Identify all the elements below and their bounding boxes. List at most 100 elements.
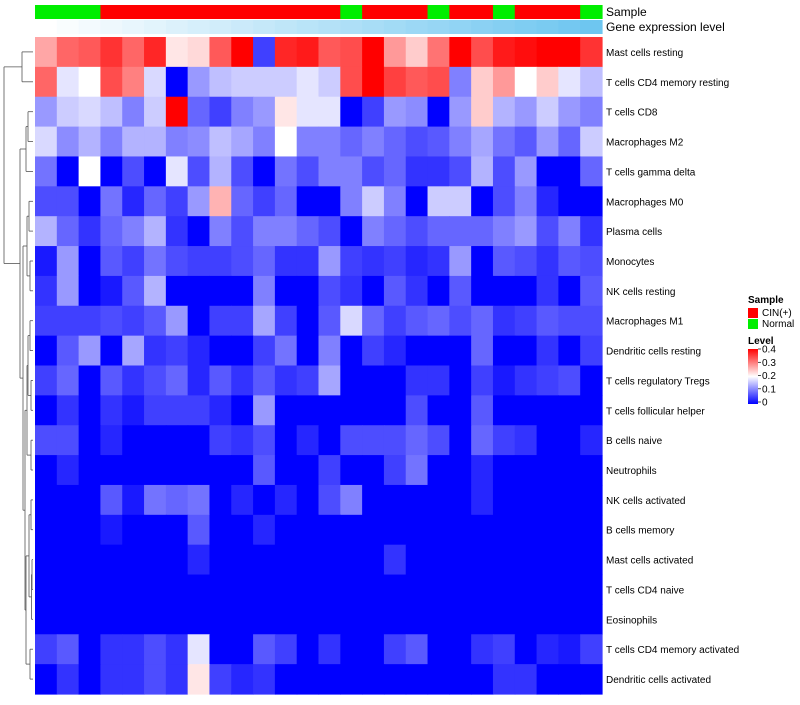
gene-annotation-cell (209, 20, 232, 34)
heatmap-cell (405, 37, 429, 68)
heatmap-cell (35, 126, 58, 158)
heatmap-cell (231, 275, 254, 307)
heatmap-cell (296, 365, 320, 396)
heatmap-cell (122, 96, 145, 128)
heatmap-cell (492, 544, 516, 576)
heatmap-cell (492, 66, 516, 98)
heatmap-cell (318, 544, 341, 576)
heatmap-cell (558, 186, 581, 217)
heatmap-cell (318, 216, 341, 247)
heatmap-cell (209, 335, 232, 367)
heatmap-cell (78, 96, 102, 128)
heatmap-cell (274, 335, 298, 367)
gene-annotation-cell (340, 20, 363, 34)
heatmap-cell (471, 305, 494, 337)
heatmap-cell (165, 275, 189, 307)
heatmap-cell (449, 574, 472, 606)
heatmap-cell (405, 335, 429, 367)
heatmap-cell (253, 544, 276, 576)
heatmap-cell (471, 335, 494, 367)
sample-annotation-cell (383, 5, 407, 19)
row-label: Monocytes (606, 257, 654, 268)
heatmap-cell (362, 216, 385, 247)
heatmap-cell (514, 156, 538, 187)
heatmap-cell (209, 186, 232, 217)
heatmap-cell (296, 37, 320, 68)
heatmap-cell (144, 305, 167, 337)
heatmap-cell (383, 37, 407, 68)
heatmap-cell (383, 335, 407, 367)
heatmap-cell (274, 126, 298, 158)
heatmap-cell (405, 664, 429, 695)
heatmap-cell (383, 365, 407, 396)
heatmap-cell (514, 484, 538, 516)
heatmap-cell (558, 126, 581, 158)
heatmap-cell (231, 186, 254, 217)
heatmap-cell (405, 574, 429, 606)
sample-annotation-cell (274, 5, 298, 19)
heatmap-cell (144, 335, 167, 367)
sample-annotation-cell (471, 5, 494, 19)
heatmap-cell (362, 156, 385, 187)
legend-swatch-normal (748, 319, 758, 329)
heatmap-cell (362, 604, 385, 635)
heatmap-cell (231, 455, 254, 486)
heatmap-cell (253, 216, 276, 247)
heatmap-cell (253, 66, 276, 98)
row-label: NK cells resting (606, 287, 675, 298)
heatmap-cell (253, 37, 276, 68)
heatmap-cell (122, 335, 145, 367)
gene-annotation-cell (514, 20, 538, 34)
heatmap-cell (165, 66, 189, 98)
heatmap-cell (340, 216, 363, 247)
heatmap-cell (318, 664, 341, 695)
heatmap-cell (231, 395, 254, 426)
heatmap-cell (122, 664, 145, 695)
heatmap-cell (362, 365, 385, 396)
legend-sample-title: Sample (748, 295, 784, 306)
heatmap-cell (187, 305, 211, 337)
row-label: Dendritic cells activated (606, 675, 711, 686)
heatmap-cell (56, 634, 80, 665)
gene-annotation-cell (580, 20, 603, 34)
heatmap-cell (231, 96, 254, 128)
heatmap-cell (78, 634, 102, 665)
heatmap-cell (253, 395, 276, 426)
heatmap-cell (296, 664, 320, 695)
heatmap-cell (165, 126, 189, 158)
heatmap-cell (78, 425, 102, 456)
heatmap-cell (514, 305, 538, 337)
heatmap-cell (35, 634, 58, 665)
row-label: Macrophages M1 (606, 317, 684, 328)
gene-annotation-cell (449, 20, 472, 34)
heatmap-cell (122, 574, 145, 606)
heatmap-cell (100, 664, 123, 695)
heatmap-cell (78, 126, 102, 158)
heatmap-cell (492, 484, 516, 516)
heatmap-cell (187, 246, 211, 277)
heatmap-cell (536, 216, 559, 247)
heatmap-cell (449, 66, 472, 98)
heatmap-cell (340, 275, 363, 307)
heatmap-cell (492, 216, 516, 247)
heatmap-cell (383, 305, 407, 337)
heatmap-cell (427, 514, 450, 546)
heatmap-cell (35, 365, 58, 396)
heatmap-cell (405, 634, 429, 665)
gene-annotation-cell (144, 20, 167, 34)
gene-annotation-cell (100, 20, 123, 34)
heatmap-cell (471, 604, 494, 635)
heatmap-cell (187, 365, 211, 396)
heatmap-cell (187, 425, 211, 456)
gene-annotation-cell (122, 20, 145, 34)
heatmap-cell (471, 395, 494, 426)
sample-annotation-cell (35, 5, 58, 19)
heatmap-cell (56, 425, 80, 456)
heatmap-cell (318, 335, 341, 367)
heatmap-cell (405, 186, 429, 217)
heatmap-cell (100, 305, 123, 337)
heatmap-cell (35, 395, 58, 426)
heatmap-cell (449, 96, 472, 128)
gene-annotation-cell (274, 20, 298, 34)
heatmap-cell (253, 335, 276, 367)
